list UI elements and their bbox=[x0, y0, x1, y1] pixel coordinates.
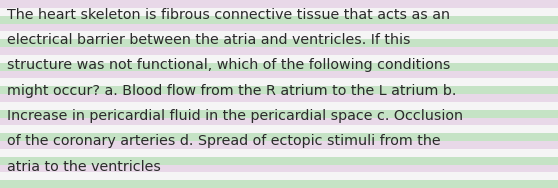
FancyBboxPatch shape bbox=[0, 39, 558, 47]
FancyBboxPatch shape bbox=[0, 63, 558, 70]
Text: atria to the ventricles: atria to the ventricles bbox=[7, 160, 161, 174]
FancyBboxPatch shape bbox=[0, 102, 558, 110]
FancyBboxPatch shape bbox=[0, 110, 558, 118]
FancyBboxPatch shape bbox=[0, 141, 558, 149]
Text: electrical barrier between the atria and ventricles. If this: electrical barrier between the atria and… bbox=[7, 33, 410, 47]
Text: might occur? a. Blood flow from the R atrium to the L atrium b.: might occur? a. Blood flow from the R at… bbox=[7, 84, 456, 98]
FancyBboxPatch shape bbox=[0, 16, 558, 24]
FancyBboxPatch shape bbox=[0, 24, 558, 31]
FancyBboxPatch shape bbox=[0, 94, 558, 102]
FancyBboxPatch shape bbox=[0, 55, 558, 63]
FancyBboxPatch shape bbox=[0, 8, 558, 16]
Text: The heart skeleton is fibrous connective tissue that acts as an: The heart skeleton is fibrous connective… bbox=[7, 8, 450, 21]
FancyBboxPatch shape bbox=[0, 125, 558, 133]
FancyBboxPatch shape bbox=[0, 86, 558, 94]
FancyBboxPatch shape bbox=[0, 172, 558, 180]
FancyBboxPatch shape bbox=[0, 0, 558, 8]
Text: of the coronary arteries d. Spread of ectopic stimuli from the: of the coronary arteries d. Spread of ec… bbox=[7, 134, 440, 148]
FancyBboxPatch shape bbox=[0, 164, 558, 172]
Text: structure was not functional, which of the following conditions: structure was not functional, which of t… bbox=[7, 58, 450, 72]
FancyBboxPatch shape bbox=[0, 78, 558, 86]
FancyBboxPatch shape bbox=[0, 47, 558, 55]
FancyBboxPatch shape bbox=[0, 149, 558, 157]
FancyBboxPatch shape bbox=[0, 31, 558, 39]
Text: Increase in pericardial fluid in the pericardial space c. Occlusion: Increase in pericardial fluid in the per… bbox=[7, 109, 463, 123]
FancyBboxPatch shape bbox=[0, 157, 558, 164]
FancyBboxPatch shape bbox=[0, 70, 558, 78]
FancyBboxPatch shape bbox=[0, 180, 558, 188]
FancyBboxPatch shape bbox=[0, 118, 558, 125]
FancyBboxPatch shape bbox=[0, 133, 558, 141]
